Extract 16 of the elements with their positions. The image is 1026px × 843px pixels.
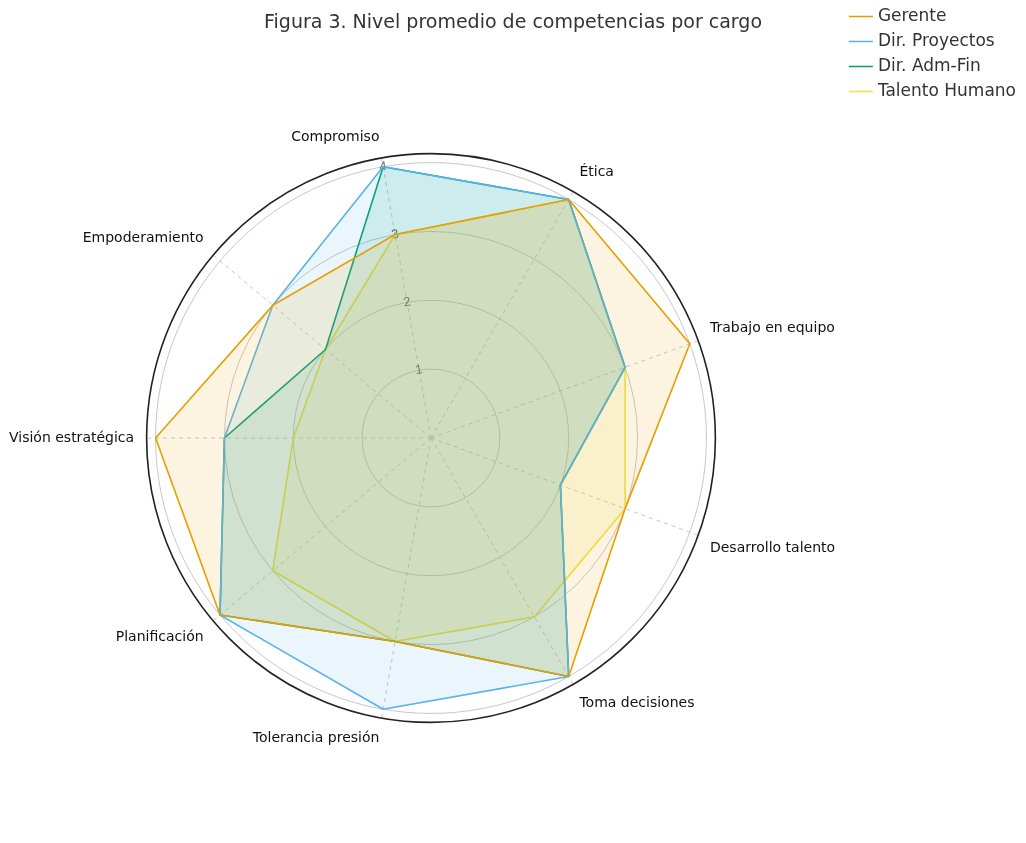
spoke-label: Planificación bbox=[115, 627, 204, 644]
y-tick-label: 2 bbox=[402, 293, 412, 310]
legend-label: Dir. Adm-Fin bbox=[877, 54, 981, 75]
spoke-label: Desarrollo talento bbox=[709, 538, 836, 555]
legend-label: Gerente bbox=[877, 4, 947, 25]
spoke-label: Compromiso bbox=[291, 127, 380, 144]
spoke-label: Empoderamiento bbox=[82, 229, 204, 246]
legend-label: Talento Humano bbox=[876, 79, 1016, 100]
legend-label: Dir. Proyectos bbox=[877, 29, 995, 50]
y-tick-label: 1 bbox=[414, 361, 424, 378]
chart-title: Figura 3. Nivel promedio de competencias por cargo bbox=[263, 10, 763, 33]
spoke-label: Tolerancia presión bbox=[251, 729, 380, 746]
spoke-label: Ética bbox=[579, 163, 614, 180]
spoke-label: Visión estratégica bbox=[8, 428, 135, 445]
spoke-label: Trabajo en equipo bbox=[708, 318, 835, 335]
spoke-label: Toma decisiones bbox=[578, 694, 695, 711]
